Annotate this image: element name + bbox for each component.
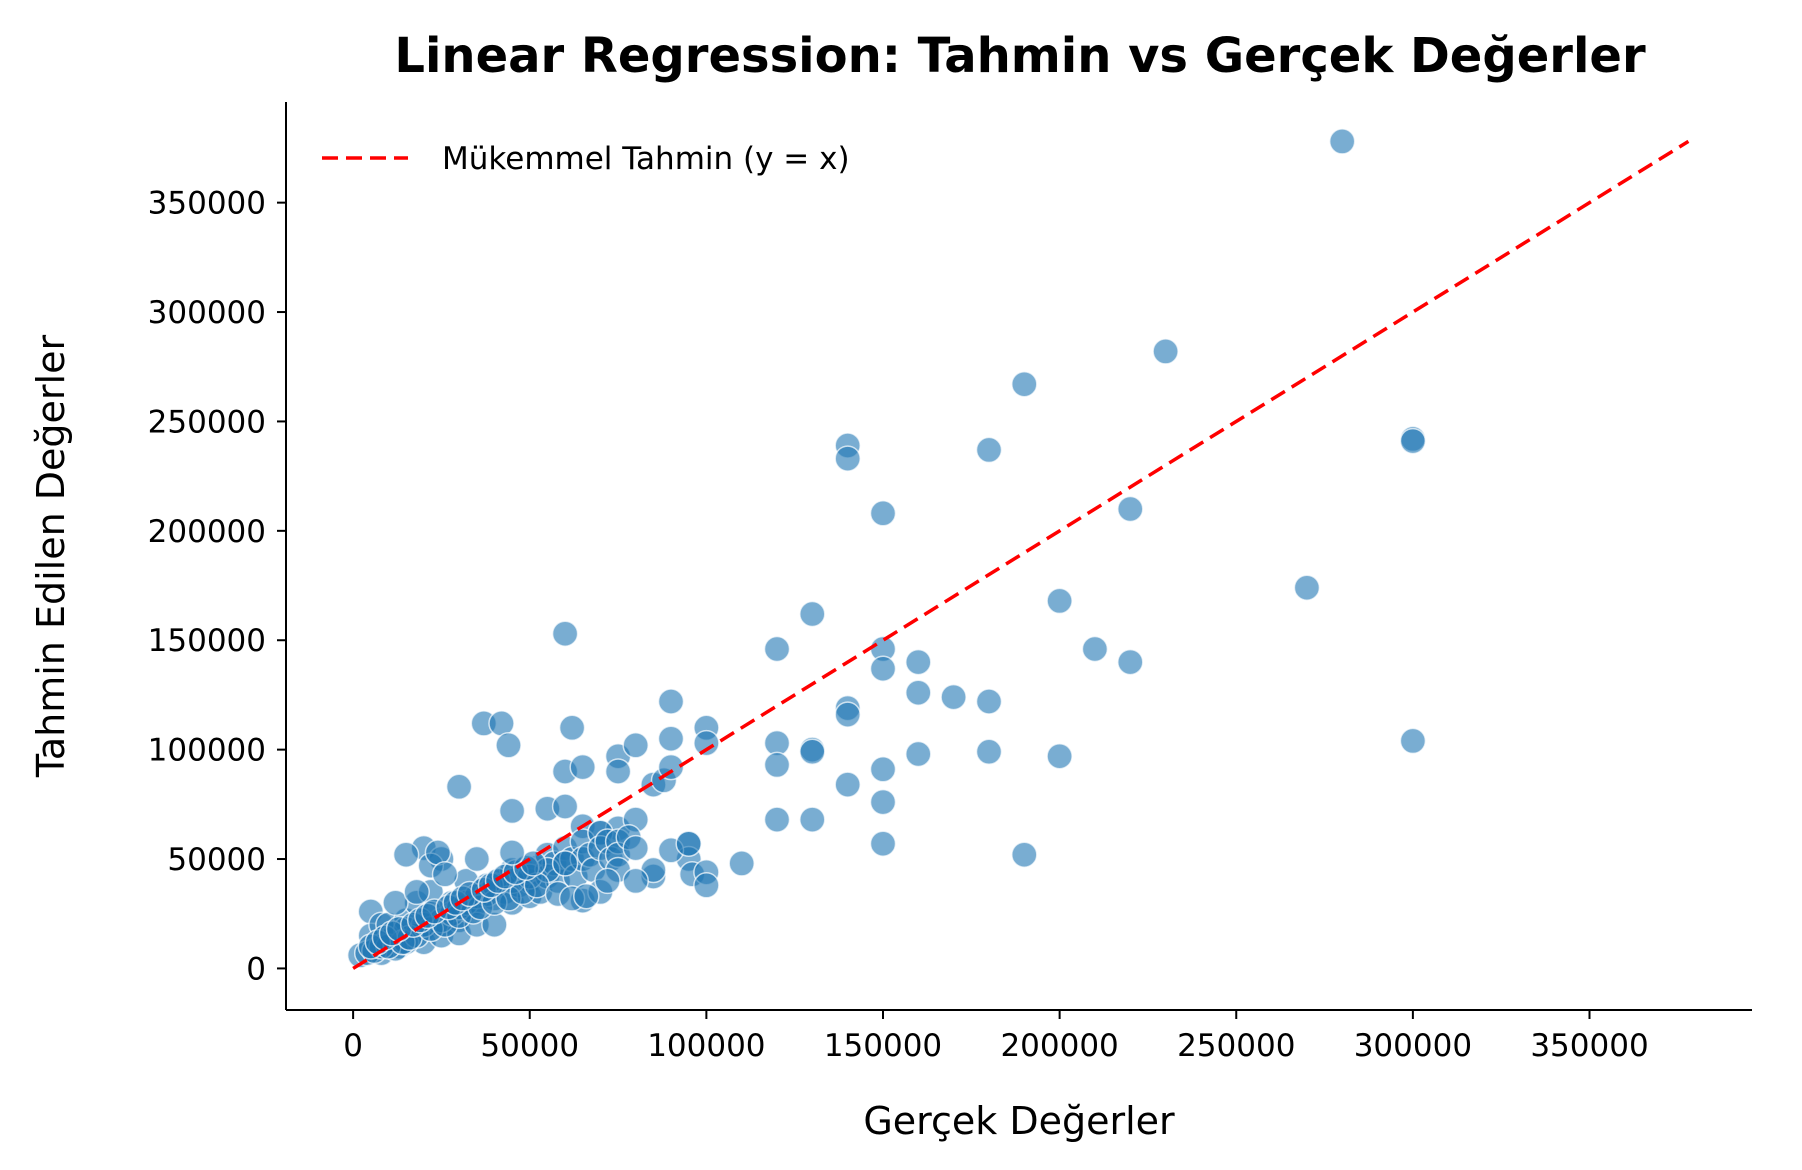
scatter-point: [403, 878, 430, 906]
scatter-point: [693, 729, 720, 757]
x-tick-label: 300000: [1354, 1028, 1472, 1064]
scatter-point: [657, 688, 685, 715]
scatter-point: [834, 445, 861, 472]
scatter-point: [569, 753, 596, 781]
scatter-point: [392, 841, 420, 868]
x-tick-label: 0: [343, 1028, 363, 1064]
scatter-point: [799, 738, 826, 766]
y-tick-label: 50000: [167, 842, 266, 878]
scatter-point: [463, 845, 491, 873]
scatter-point: [1293, 574, 1321, 601]
scatter-point: [657, 753, 685, 781]
x-tick-label: 50000: [480, 1028, 579, 1064]
scatter-point: [551, 793, 579, 820]
scatter-point: [622, 732, 649, 759]
chart-title: Linear Regression: Tahmin vs Gerçek Değe…: [394, 28, 1646, 84]
scatter-point: [488, 710, 515, 737]
scatter-point: [975, 436, 1003, 464]
scatter-point: [940, 683, 967, 711]
scatter-point: [1399, 727, 1427, 755]
scatter-point: [622, 867, 649, 895]
scatter-point: [763, 806, 791, 833]
scatter-point: [869, 500, 897, 527]
legend: Mükemmel Tahmin (y = x): [322, 141, 850, 177]
scatter-point: [1117, 648, 1144, 676]
scatter-point: [495, 732, 522, 759]
scatter-point: [1011, 370, 1038, 398]
scatter-point: [1011, 841, 1038, 868]
y-tick-label: 300000: [148, 295, 266, 331]
scatter-point: [431, 861, 459, 888]
x-tick-label: 150000: [824, 1028, 942, 1064]
scatter-point: [869, 655, 897, 682]
legend-label: Mükemmel Tahmin (y = x): [442, 141, 850, 177]
y-tick-label: 0: [246, 951, 266, 987]
y-tick-label: 100000: [148, 733, 266, 769]
reference-line-y-equals-x: [352, 139, 1690, 970]
y-axis-label: Tahmin Edilen Değerler: [29, 335, 73, 779]
scatter-point: [1328, 128, 1356, 155]
scatter-point: [869, 788, 897, 816]
scatter-point: [594, 867, 621, 895]
y-tick-label: 150000: [148, 623, 266, 659]
x-tick-label: 250000: [1177, 1028, 1295, 1064]
y-tick-label: 200000: [148, 514, 266, 550]
scatter-point: [834, 771, 861, 798]
scatter-point: [869, 830, 897, 857]
scatter-point: [975, 688, 1003, 715]
scatter-point: [558, 714, 586, 742]
scatter-point: [869, 756, 897, 783]
x-tick-label: 100000: [647, 1028, 765, 1064]
x-tick-label: 200000: [1000, 1028, 1118, 1064]
scatter-point: [763, 751, 791, 779]
scatter-point: [498, 797, 526, 825]
scatter-point: [905, 679, 932, 706]
scatter-point: [1399, 427, 1427, 455]
reference-line-layer: [352, 139, 1690, 970]
points-layer: [346, 128, 1427, 969]
y-tick-label: 250000: [148, 404, 266, 440]
scatter-point: [1046, 587, 1073, 615]
scatter-point: [1152, 338, 1179, 365]
scatter-point: [573, 882, 600, 910]
scatter-point: [498, 839, 526, 866]
scatter-point: [675, 830, 702, 857]
scatter-point: [382, 889, 409, 917]
scatter-point: [763, 635, 791, 663]
scatter-point: [551, 850, 579, 877]
scatter-point: [905, 648, 932, 676]
scatter-point: [604, 758, 632, 785]
scatter-point: [1081, 635, 1109, 663]
scatter-point: [657, 725, 685, 752]
scatter-point: [693, 872, 720, 899]
x-tick-label: 350000: [1530, 1028, 1648, 1064]
scatter-point: [975, 738, 1003, 766]
x-ticks: 0 50000 100000 150000 200000 250000 300000 3500…: [343, 1010, 1649, 1064]
scatter-point: [728, 850, 755, 877]
scatter-point: [799, 600, 826, 628]
scatter-point: [799, 806, 826, 833]
y-tick-label: 350000: [148, 186, 266, 222]
x-axis-label: Gerçek Değerler: [863, 1099, 1175, 1143]
scatter-point: [905, 740, 932, 768]
scatter-point: [834, 701, 861, 728]
scatter-point: [445, 773, 473, 801]
scatter-point: [1117, 495, 1144, 523]
scatter-point: [551, 620, 579, 647]
y-ticks: 0 50000 100000 150000 200000 250000 300000 3500…: [148, 186, 286, 987]
scatter-point: [1046, 742, 1073, 770]
scatter-point: [622, 834, 649, 862]
